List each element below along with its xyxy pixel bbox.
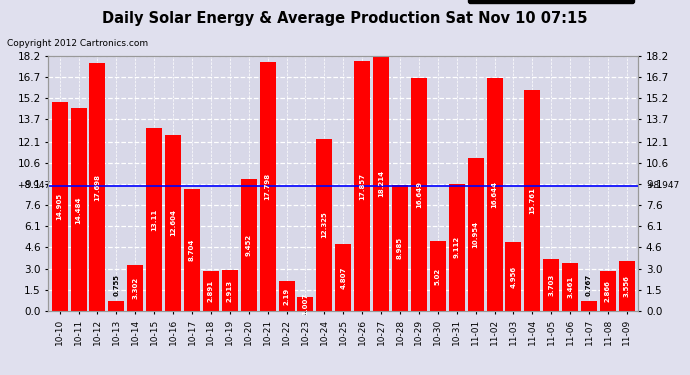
Text: 13.11: 13.11 bbox=[151, 208, 157, 231]
Text: 3.556: 3.556 bbox=[624, 275, 630, 297]
Bar bbox=[373, 56, 389, 311]
Text: Daily Solar Energy & Average Production Sat Nov 10 07:15: Daily Solar Energy & Average Production … bbox=[102, 11, 588, 26]
Bar bbox=[316, 139, 333, 311]
Text: 9.112: 9.112 bbox=[454, 236, 460, 258]
Text: 2.866: 2.866 bbox=[605, 280, 611, 302]
Bar bbox=[562, 263, 578, 311]
Bar bbox=[165, 135, 181, 311]
Text: 2.891: 2.891 bbox=[208, 280, 214, 302]
Bar bbox=[543, 260, 560, 311]
Text: +8.947: +8.947 bbox=[646, 182, 679, 190]
Bar bbox=[600, 271, 616, 311]
Bar bbox=[52, 102, 68, 311]
Bar bbox=[448, 184, 465, 311]
Text: 12.325: 12.325 bbox=[322, 211, 327, 238]
Legend: Average  (kWh), Daily   (kWh): Average (kWh), Daily (kWh) bbox=[469, 0, 633, 3]
Text: 17.857: 17.857 bbox=[359, 172, 365, 200]
Text: 4.807: 4.807 bbox=[340, 266, 346, 289]
Text: 4.956: 4.956 bbox=[511, 266, 516, 288]
Bar bbox=[468, 158, 484, 311]
Bar bbox=[524, 90, 540, 311]
Bar bbox=[70, 108, 86, 311]
Bar bbox=[430, 241, 446, 311]
Text: 10.954: 10.954 bbox=[473, 221, 479, 248]
Text: 0.767: 0.767 bbox=[586, 274, 592, 296]
Text: 15.761: 15.761 bbox=[529, 188, 535, 214]
Text: 9.452: 9.452 bbox=[246, 234, 252, 256]
Text: 14.484: 14.484 bbox=[75, 196, 81, 223]
Bar bbox=[392, 185, 408, 311]
Text: 16.644: 16.644 bbox=[491, 181, 497, 208]
Bar bbox=[581, 300, 597, 311]
Text: +8.947: +8.947 bbox=[17, 182, 50, 190]
Text: 14.905: 14.905 bbox=[57, 193, 63, 220]
Bar bbox=[241, 179, 257, 311]
Bar bbox=[90, 63, 106, 311]
Text: 2.19: 2.19 bbox=[284, 287, 290, 304]
Text: 8.985: 8.985 bbox=[397, 237, 403, 260]
Text: 1.007: 1.007 bbox=[302, 293, 308, 315]
Bar bbox=[279, 280, 295, 311]
Bar bbox=[297, 297, 313, 311]
Bar bbox=[486, 78, 502, 311]
Text: Copyright 2012 Cartronics.com: Copyright 2012 Cartronics.com bbox=[7, 39, 148, 48]
Text: 8.704: 8.704 bbox=[189, 239, 195, 261]
Bar bbox=[335, 244, 351, 311]
Text: 16.649: 16.649 bbox=[416, 181, 422, 208]
Text: 17.798: 17.798 bbox=[265, 173, 270, 200]
Text: 5.02: 5.02 bbox=[435, 267, 441, 285]
Bar bbox=[146, 128, 162, 311]
Text: 17.698: 17.698 bbox=[95, 174, 101, 201]
Bar bbox=[354, 61, 371, 311]
Text: 3.461: 3.461 bbox=[567, 276, 573, 298]
Bar bbox=[259, 62, 276, 311]
Bar bbox=[203, 271, 219, 311]
Text: 3.703: 3.703 bbox=[549, 274, 554, 296]
Bar bbox=[505, 242, 522, 311]
Text: 2.913: 2.913 bbox=[227, 280, 233, 302]
Bar bbox=[411, 78, 427, 311]
Bar bbox=[619, 261, 635, 311]
Bar bbox=[184, 189, 200, 311]
Bar bbox=[127, 265, 144, 311]
Text: 0.755: 0.755 bbox=[113, 274, 119, 297]
Text: 18.214: 18.214 bbox=[378, 170, 384, 197]
Text: 3.302: 3.302 bbox=[132, 277, 138, 299]
Bar bbox=[108, 301, 124, 311]
Bar bbox=[221, 270, 238, 311]
Text: 12.604: 12.604 bbox=[170, 210, 176, 237]
